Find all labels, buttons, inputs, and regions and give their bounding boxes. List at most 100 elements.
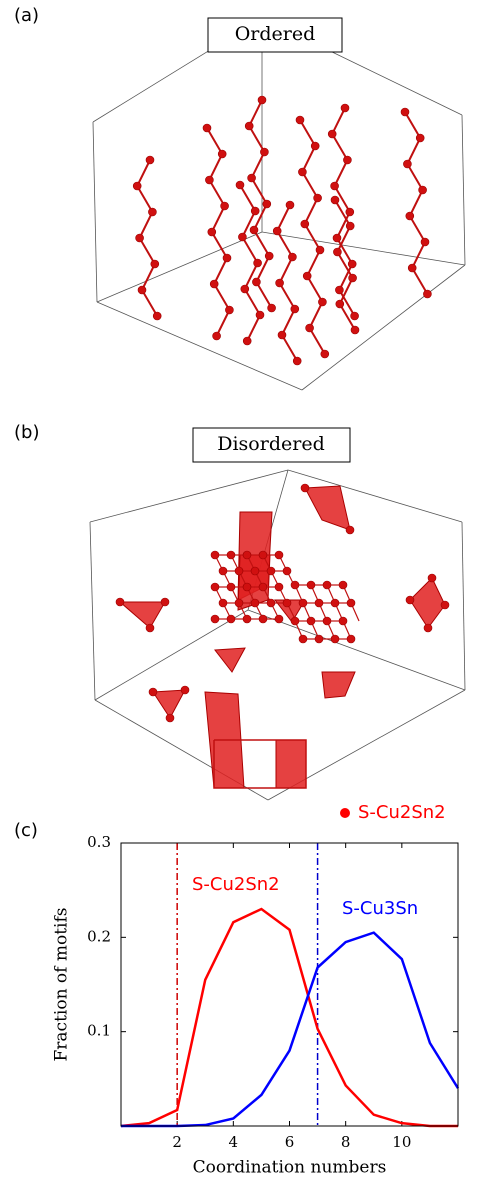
atom (276, 279, 284, 287)
atom (347, 599, 355, 607)
x-tick-label: 6 (285, 1133, 295, 1151)
cell-edge (462, 115, 465, 265)
series-label: S-Cu3Sn (342, 898, 418, 919)
atom (227, 551, 235, 559)
atom (336, 300, 344, 308)
series-line (121, 933, 458, 1126)
atom (328, 130, 336, 138)
atom (252, 278, 260, 286)
atom (291, 305, 299, 313)
atom (238, 233, 246, 241)
figure: (a) (b) (c) OrderedDisorderedS-Cu2Sn20.1… (0, 0, 478, 1182)
atom (335, 286, 343, 294)
atom (298, 168, 306, 176)
atom (227, 583, 235, 591)
atom (349, 274, 357, 282)
atom (293, 357, 301, 365)
atom (423, 290, 431, 298)
atom (346, 526, 354, 534)
atom (348, 260, 356, 268)
atom (146, 156, 154, 164)
atom (424, 624, 432, 632)
atom (306, 324, 314, 332)
atom (221, 202, 229, 210)
atom (314, 194, 322, 202)
atom (321, 350, 329, 358)
atom (116, 598, 124, 606)
atom (260, 148, 268, 156)
atom (258, 96, 266, 104)
atom (307, 617, 315, 625)
y-tick-label: 0.3 (87, 833, 111, 851)
atom (416, 134, 424, 142)
series-label: S-Cu2Sn2 (192, 874, 280, 895)
atom (267, 567, 275, 575)
atom (286, 201, 294, 209)
cell-edge (97, 302, 302, 390)
bond (300, 120, 325, 354)
atom (151, 260, 159, 268)
x-tick-label: 8 (341, 1133, 351, 1151)
atom (301, 220, 309, 228)
cell-edge (462, 522, 465, 690)
atom (235, 567, 243, 575)
atom (208, 228, 216, 236)
atom (236, 181, 244, 189)
atom (283, 599, 291, 607)
atom (323, 581, 331, 589)
atom (251, 567, 259, 575)
atom (275, 615, 283, 623)
legend-marker (340, 808, 350, 818)
y-axis-label: Fraction of motifs (52, 907, 72, 1061)
polyhedron (410, 578, 445, 628)
atom (243, 337, 251, 345)
atom (406, 212, 414, 220)
panel-label: (b) (14, 422, 39, 443)
atom (235, 599, 243, 607)
atom (339, 617, 347, 625)
atom (225, 306, 233, 314)
x-tick-label: 2 (172, 1133, 182, 1151)
atom (315, 599, 323, 607)
atom (148, 208, 156, 216)
atom (351, 326, 359, 334)
atom (323, 617, 331, 625)
atom (133, 182, 141, 190)
atom (223, 254, 231, 262)
atom (347, 635, 355, 643)
atom (259, 615, 267, 623)
atom (219, 599, 227, 607)
panel-label: (c) (14, 820, 38, 841)
atom (288, 253, 296, 261)
atom (331, 182, 339, 190)
atom (153, 312, 161, 320)
atom (273, 227, 281, 235)
atom (403, 160, 411, 168)
atom (291, 617, 299, 625)
atom (441, 601, 449, 609)
atom (166, 714, 174, 722)
x-tick-label: 10 (392, 1133, 411, 1151)
atom (267, 599, 275, 607)
atom (149, 688, 157, 696)
cell-edge (97, 232, 262, 302)
cell-edge (93, 122, 97, 302)
atom (251, 599, 259, 607)
atom (283, 567, 291, 575)
plot-frame (121, 843, 458, 1126)
cell-edge (90, 522, 95, 700)
atom (301, 484, 309, 492)
atom (136, 234, 144, 242)
atom (291, 581, 299, 589)
atom (161, 598, 169, 606)
polyhedron (215, 648, 245, 672)
atom (245, 122, 253, 130)
atom (401, 108, 409, 116)
atom (227, 615, 235, 623)
atom (256, 311, 264, 319)
atom (315, 635, 323, 643)
atom (213, 332, 221, 340)
atom (265, 252, 273, 260)
atom (268, 304, 276, 312)
panel-label: (a) (14, 5, 39, 26)
